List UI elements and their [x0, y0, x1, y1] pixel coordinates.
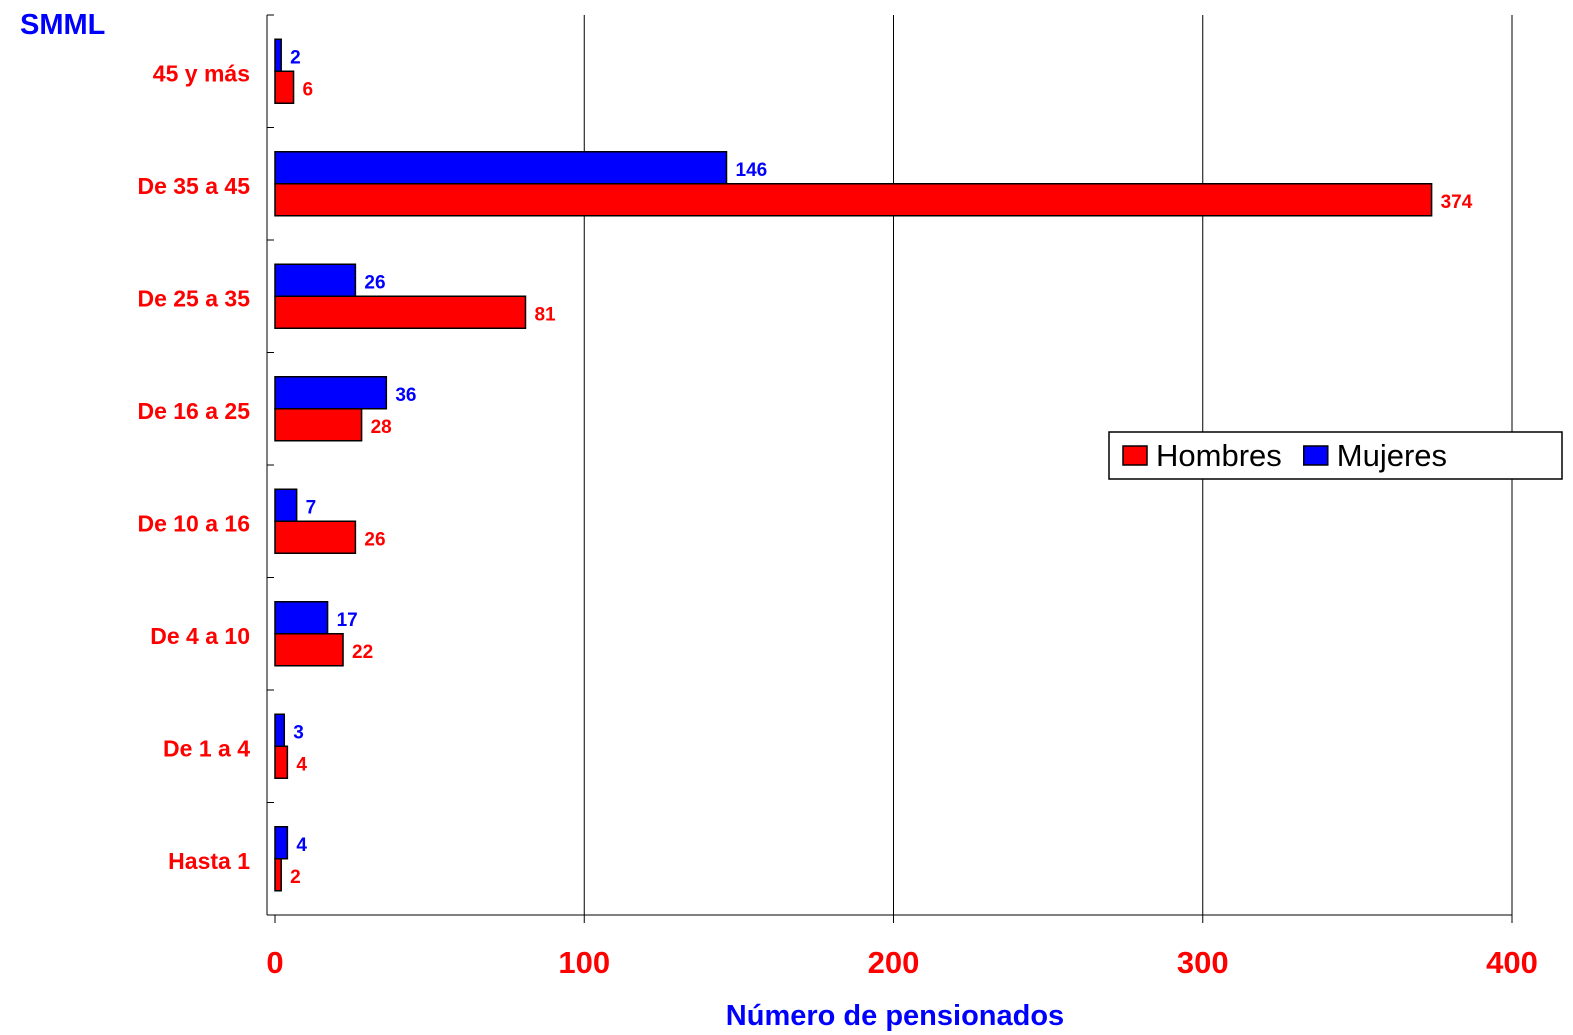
axes — [266, 14, 1513, 923]
data-label-mujeres: 7 — [306, 497, 317, 518]
data-label-mujeres: 17 — [337, 610, 358, 631]
bar-hombres-6 — [274, 745, 289, 779]
x-axis-title: Número de pensionados — [726, 1000, 1064, 1032]
legend-box — [1108, 431, 1563, 480]
bar-mujeres-1 — [274, 151, 728, 185]
legend-swatch-hombres — [1122, 445, 1148, 466]
bar-hombres-0 — [274, 70, 295, 104]
legend-label-mujeres: Mujeres — [1337, 438, 1447, 473]
category-label: De 35 a 45 — [137, 173, 250, 199]
bar-hombres-2 — [274, 295, 527, 329]
data-label-hombres: 4 — [296, 754, 307, 775]
data-label-hombres: 26 — [364, 529, 385, 550]
bar-hombres-5 — [274, 633, 344, 667]
bars — [274, 38, 1433, 892]
data-label-hombres: 81 — [534, 304, 556, 325]
bar-hombres-1 — [274, 183, 1433, 217]
bar-hombres-4 — [274, 520, 357, 554]
x-tick-label-0: 0 — [266, 945, 283, 980]
category-label: Hasta 1 — [168, 848, 250, 874]
category-label: 45 y más — [153, 60, 250, 86]
data-label-hombres: 22 — [352, 642, 373, 663]
bar-mujeres-6 — [274, 713, 286, 747]
category-label: De 1 a 4 — [163, 735, 250, 761]
category-label: De 25 a 35 — [137, 285, 250, 311]
data-label-hombres: 28 — [371, 417, 392, 438]
bar-mujeres-3 — [274, 376, 388, 410]
data-label-mujeres: 36 — [395, 385, 416, 406]
legend-swatch-mujeres — [1303, 445, 1329, 466]
data-label-mujeres: 26 — [364, 272, 385, 293]
category-label: De 4 a 10 — [150, 623, 250, 649]
x-tick-label-100: 100 — [558, 945, 610, 980]
bar-mujeres-2 — [274, 263, 357, 297]
bar-mujeres-0 — [274, 38, 282, 72]
legend-label-hombres: Hombres — [1156, 438, 1282, 473]
category-label: De 10 a 16 — [137, 510, 250, 536]
x-tick-label-400: 400 — [1486, 945, 1538, 980]
y-axis-title: SMML — [20, 9, 105, 41]
data-label-mujeres: 146 — [736, 160, 768, 181]
bar-mujeres-4 — [274, 488, 298, 522]
bar-hombres-7 — [274, 858, 282, 892]
data-label-mujeres: 4 — [296, 835, 307, 856]
x-tick-label-300: 300 — [1177, 945, 1229, 980]
data-label-hombres: 2 — [290, 867, 301, 888]
bar-mujeres-5 — [274, 601, 329, 635]
data-label-mujeres: 3 — [293, 722, 304, 743]
bar-mujeres-7 — [274, 826, 289, 860]
category-label: De 16 a 25 — [137, 398, 250, 424]
legend: Hombres Mujeres — [1108, 431, 1563, 480]
data-label-hombres: 6 — [303, 79, 314, 100]
bar-hombres-3 — [274, 408, 363, 442]
x-tick-label-200: 200 — [868, 945, 920, 980]
data-label-hombres: 374 — [1441, 192, 1473, 213]
data-label-mujeres: 2 — [290, 47, 301, 68]
